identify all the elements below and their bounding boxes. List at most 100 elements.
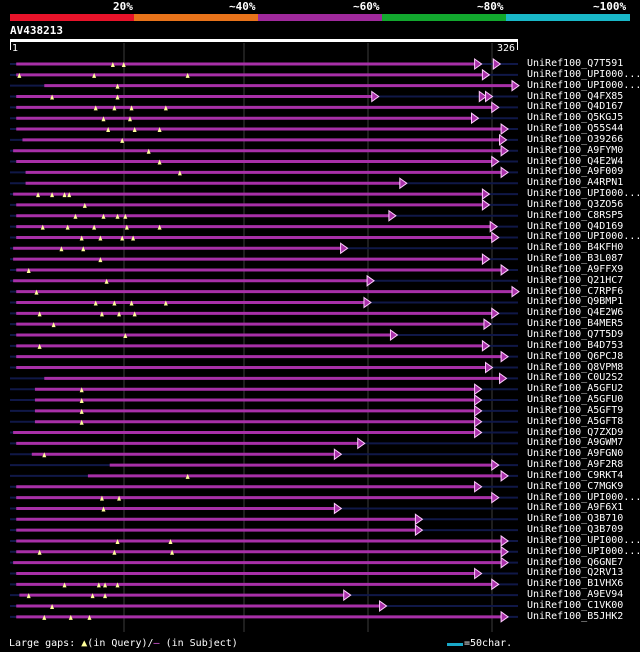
hit-name-link[interactable]: UniRef100_Q7T591 xyxy=(527,58,624,69)
hit-row[interactable] xyxy=(10,285,520,298)
hit-row[interactable] xyxy=(10,350,518,363)
hit-name-link[interactable]: UniRef100_Q6PCJ8 xyxy=(527,350,624,362)
hit-name-link[interactable]: UniRef100_Q4E2W4 xyxy=(527,155,624,167)
hit-name-link[interactable]: UniRef100_Q8VPM8 xyxy=(527,361,624,373)
hit-row[interactable] xyxy=(10,545,518,558)
hit-name-link[interactable]: UniRef100_A5GFU0 xyxy=(527,394,624,406)
hit-row[interactable] xyxy=(10,610,518,623)
hit-name-link[interactable]: UniRef100_Q4D167 xyxy=(527,101,624,113)
hit-name-link[interactable]: UniRef100_C7RPF6 xyxy=(527,285,624,297)
hit-row[interactable] xyxy=(10,513,518,526)
hit-row[interactable] xyxy=(10,502,518,515)
hit-name-link[interactable]: UniRef100_A9FGN0 xyxy=(527,448,624,460)
hit-row[interactable] xyxy=(10,177,518,190)
hit-name-link[interactable]: UniRef100_Q2RV13 xyxy=(527,567,624,579)
hit-row[interactable] xyxy=(10,90,518,103)
hit-name-link[interactable]: UniRef100_A9EV94 xyxy=(527,589,624,601)
hit-name-link[interactable]: UniRef100_A9FFX9 xyxy=(527,263,624,275)
hit-row[interactable] xyxy=(10,404,518,417)
hit-row[interactable] xyxy=(10,339,518,352)
hit-row[interactable] xyxy=(10,556,518,569)
hit-row[interactable] xyxy=(10,231,518,244)
hit-name-link[interactable]: UniRef100_Q21HC7 xyxy=(527,274,624,286)
hit-name-link[interactable]: UniRef100_Q5KGJ5 xyxy=(527,112,624,124)
hit-row[interactable] xyxy=(10,426,518,439)
hit-name-link[interactable]: UniRef100_Q7ZXD9 xyxy=(527,426,624,438)
hit-row[interactable] xyxy=(10,155,518,168)
hit-name-link[interactable]: UniRef100_UPI000... xyxy=(527,534,640,546)
hit-row[interactable] xyxy=(10,209,518,222)
hit-name-link[interactable]: UniRef100_Q4E2W6 xyxy=(527,307,624,319)
hit-name-link[interactable]: UniRef100_Q55S44 xyxy=(527,123,624,135)
hit-name-link[interactable]: UniRef100_Q7T5D9 xyxy=(527,329,624,340)
hit-name-link[interactable]: UniRef100_A9FYM0 xyxy=(527,144,624,156)
hit-row[interactable] xyxy=(10,372,518,385)
hit-name-link[interactable]: UniRef100_UPI000... xyxy=(527,545,640,557)
hit-name-link[interactable]: UniRef100_C9RKT4 xyxy=(527,469,624,481)
hit-row[interactable] xyxy=(10,383,518,396)
hit-name-link[interactable]: UniRef100_Q6GNE7 xyxy=(527,556,624,568)
hit-name-link[interactable]: UniRef100_B1VHX6 xyxy=(527,578,624,590)
hit-row[interactable] xyxy=(10,329,518,341)
hit-name-link[interactable]: UniRef100_O39266 xyxy=(527,133,624,145)
hit-row[interactable] xyxy=(10,296,518,309)
hit-name-link[interactable]: UniRef100_UPI000... xyxy=(527,491,640,503)
hit-row[interactable] xyxy=(10,198,518,211)
hit-name-link[interactable]: UniRef100_Q4D169 xyxy=(527,220,624,232)
hit-name-link[interactable]: UniRef100_Q3B709 xyxy=(527,524,624,536)
hit-name-link[interactable]: UniRef100_A9GWM7 xyxy=(527,437,624,449)
hit-name-link[interactable]: UniRef100_Q9BMP1 xyxy=(527,296,624,308)
hit-row[interactable] xyxy=(10,112,518,125)
hit-row[interactable] xyxy=(10,144,518,157)
hit-row[interactable] xyxy=(10,600,518,612)
hit-name-link[interactable]: UniRef100_B4D753 xyxy=(527,339,624,351)
hit-name-link[interactable]: UniRef100_A9F009 xyxy=(527,166,624,178)
hit-row[interactable] xyxy=(10,274,518,287)
hit-row[interactable] xyxy=(10,437,518,450)
hit-row[interactable] xyxy=(10,578,518,591)
hit-name-link[interactable]: UniRef100_B5JHK2 xyxy=(527,610,624,622)
hit-row[interactable] xyxy=(10,220,518,233)
hit-name-link[interactable]: UniRef100_A9F2R8 xyxy=(527,459,624,471)
hit-row[interactable] xyxy=(10,491,518,504)
hit-name-link[interactable]: UniRef100_A9F6X1 xyxy=(527,502,624,514)
hit-row[interactable] xyxy=(10,123,518,136)
hit-row[interactable] xyxy=(10,469,518,482)
hit-name-link[interactable]: UniRef100_B4KFH0 xyxy=(527,242,624,254)
hit-row[interactable] xyxy=(10,242,518,255)
hit-row[interactable] xyxy=(10,524,518,537)
hit-name-link[interactable]: UniRef100_UPI000... xyxy=(527,68,640,80)
hit-name-link[interactable]: UniRef100_C7MGK9 xyxy=(527,480,624,492)
hit-row[interactable] xyxy=(10,79,520,92)
hit-row[interactable] xyxy=(10,534,518,547)
hit-row[interactable] xyxy=(10,68,518,81)
hit-row[interactable] xyxy=(10,58,518,70)
hit-row[interactable] xyxy=(10,263,518,276)
hit-name-link[interactable]: UniRef100_Q4FX85 xyxy=(527,90,624,102)
hit-row[interactable] xyxy=(10,459,518,472)
hit-row[interactable] xyxy=(10,166,518,179)
hit-name-link[interactable]: UniRef100_A5GFU2 xyxy=(527,383,624,395)
hit-name-link[interactable]: UniRef100_Q3B710 xyxy=(527,513,624,525)
hit-row[interactable] xyxy=(10,307,518,320)
hit-name-link[interactable]: UniRef100_A5GFT9 xyxy=(527,404,624,416)
hit-name-link[interactable]: UniRef100_UPI000... xyxy=(527,79,640,91)
hit-name-link[interactable]: UniRef100_B4MER5 xyxy=(527,318,624,330)
hit-row[interactable] xyxy=(10,361,518,374)
hit-name-link[interactable]: UniRef100_C8RSP5 xyxy=(527,209,624,221)
hit-row[interactable] xyxy=(10,415,518,428)
hit-name-link[interactable]: UniRef100_B3L087 xyxy=(527,253,624,265)
hit-row[interactable] xyxy=(10,133,518,146)
hit-name-link[interactable]: UniRef100_C1VK00 xyxy=(527,600,624,611)
hit-row[interactable] xyxy=(10,188,518,201)
hit-name-link[interactable]: UniRef100_UPI000... xyxy=(527,231,640,243)
hit-row[interactable] xyxy=(10,394,518,407)
hit-row[interactable] xyxy=(10,589,518,602)
hit-row[interactable] xyxy=(10,448,518,461)
hit-row[interactable] xyxy=(10,567,518,580)
hit-row[interactable] xyxy=(10,101,518,114)
hit-row[interactable] xyxy=(10,253,518,266)
hit-row[interactable] xyxy=(10,318,518,331)
hit-name-link[interactable]: UniRef100_A4RPN1 xyxy=(527,177,624,189)
hit-name-link[interactable]: UniRef100_Q3ZO56 xyxy=(527,198,624,210)
